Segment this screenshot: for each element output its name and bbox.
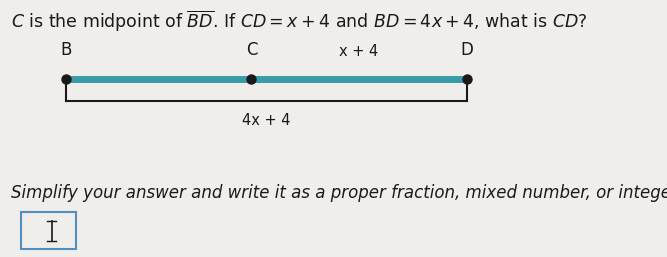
Text: Simplify your answer and write it as a proper fraction, mixed number, or integer: Simplify your answer and write it as a p… <box>11 185 667 203</box>
Text: x + 4: x + 4 <box>340 44 379 59</box>
Text: C: C <box>245 41 257 59</box>
Text: 4x + 4: 4x + 4 <box>242 113 291 128</box>
Text: B: B <box>61 41 72 59</box>
FancyBboxPatch shape <box>21 212 77 249</box>
Text: D: D <box>460 41 473 59</box>
Text: $C$ is the midpoint of $\overline{BD}$. If $CD = x + 4$ and $BD = 4x + 4$, what : $C$ is the midpoint of $\overline{BD}$. … <box>11 9 588 34</box>
